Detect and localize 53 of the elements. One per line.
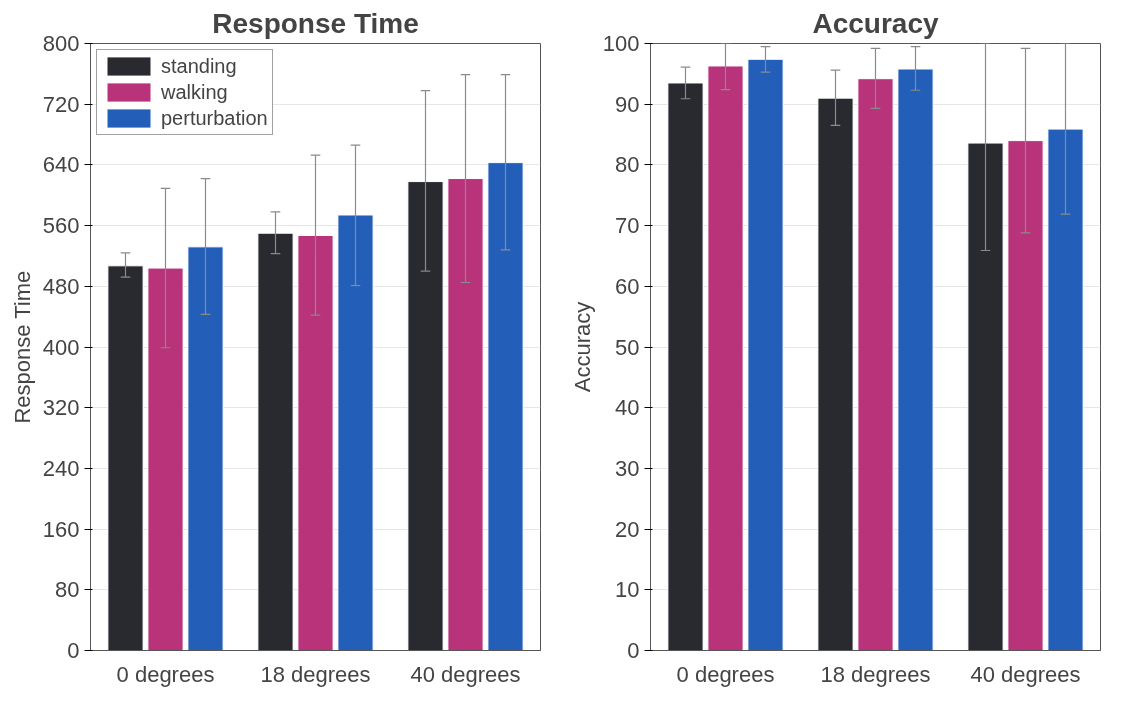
bar [707,65,744,651]
x-tick-label: 0 degrees [676,661,775,687]
chart-title: Response Time [212,7,419,39]
y-tick-label: 480 [42,273,80,299]
bar [747,58,784,651]
y-tick-label: 720 [42,91,80,117]
y-tick-label: 60 [615,273,640,299]
legend-label: perturbation [161,106,268,130]
bar [487,162,524,651]
bar [817,97,854,651]
y-tick-label: 50 [615,334,640,360]
chart-title: Accuracy [812,7,939,39]
y-tick-label: 400 [42,334,80,360]
y-tick-label: 0 [67,638,80,663]
bar [337,214,374,651]
bar [107,265,144,651]
bar [1007,140,1044,651]
bar [667,82,704,651]
x-tick-label: 0 degrees [116,661,215,687]
x-tick-label: 40 degrees [410,661,521,687]
legend-label: walking [161,80,228,104]
x-tick-label: 18 degrees [820,661,931,687]
y-tick-label: 560 [42,213,80,239]
y-tick-label: 80 [615,152,640,178]
bar [297,234,334,651]
bar [447,178,484,651]
y-tick-label: 70 [615,213,640,239]
bar [857,78,894,651]
y-tick-label: 80 [55,577,80,603]
x-tick-label: 40 degrees [970,661,1081,687]
y-tick-label: 160 [42,516,80,542]
bar [967,142,1004,651]
y-tick-label: 320 [42,395,80,421]
bar [257,232,294,651]
y-tick-label: 0 [627,638,640,663]
bar [407,181,444,651]
bar [897,68,934,651]
y-tick-label: 240 [42,455,80,481]
bar [187,246,224,651]
y-tick-label: 10 [615,577,640,603]
y-tick-label: 800 [42,31,80,56]
bar [1047,128,1084,651]
y-axis-title: Response Time [9,270,35,424]
y-tick-label: 640 [42,152,80,178]
x-tick-label: 18 degrees [260,661,371,687]
y-axis-title: Accuracy [569,301,595,393]
y-tick-label: 90 [615,91,640,117]
y-tick-label: 20 [615,516,640,542]
y-tick-label: 30 [615,455,640,481]
y-tick-label: 100 [602,31,640,56]
legend-label: standing [161,54,237,78]
y-tick-label: 40 [615,395,640,421]
bar [147,267,184,651]
